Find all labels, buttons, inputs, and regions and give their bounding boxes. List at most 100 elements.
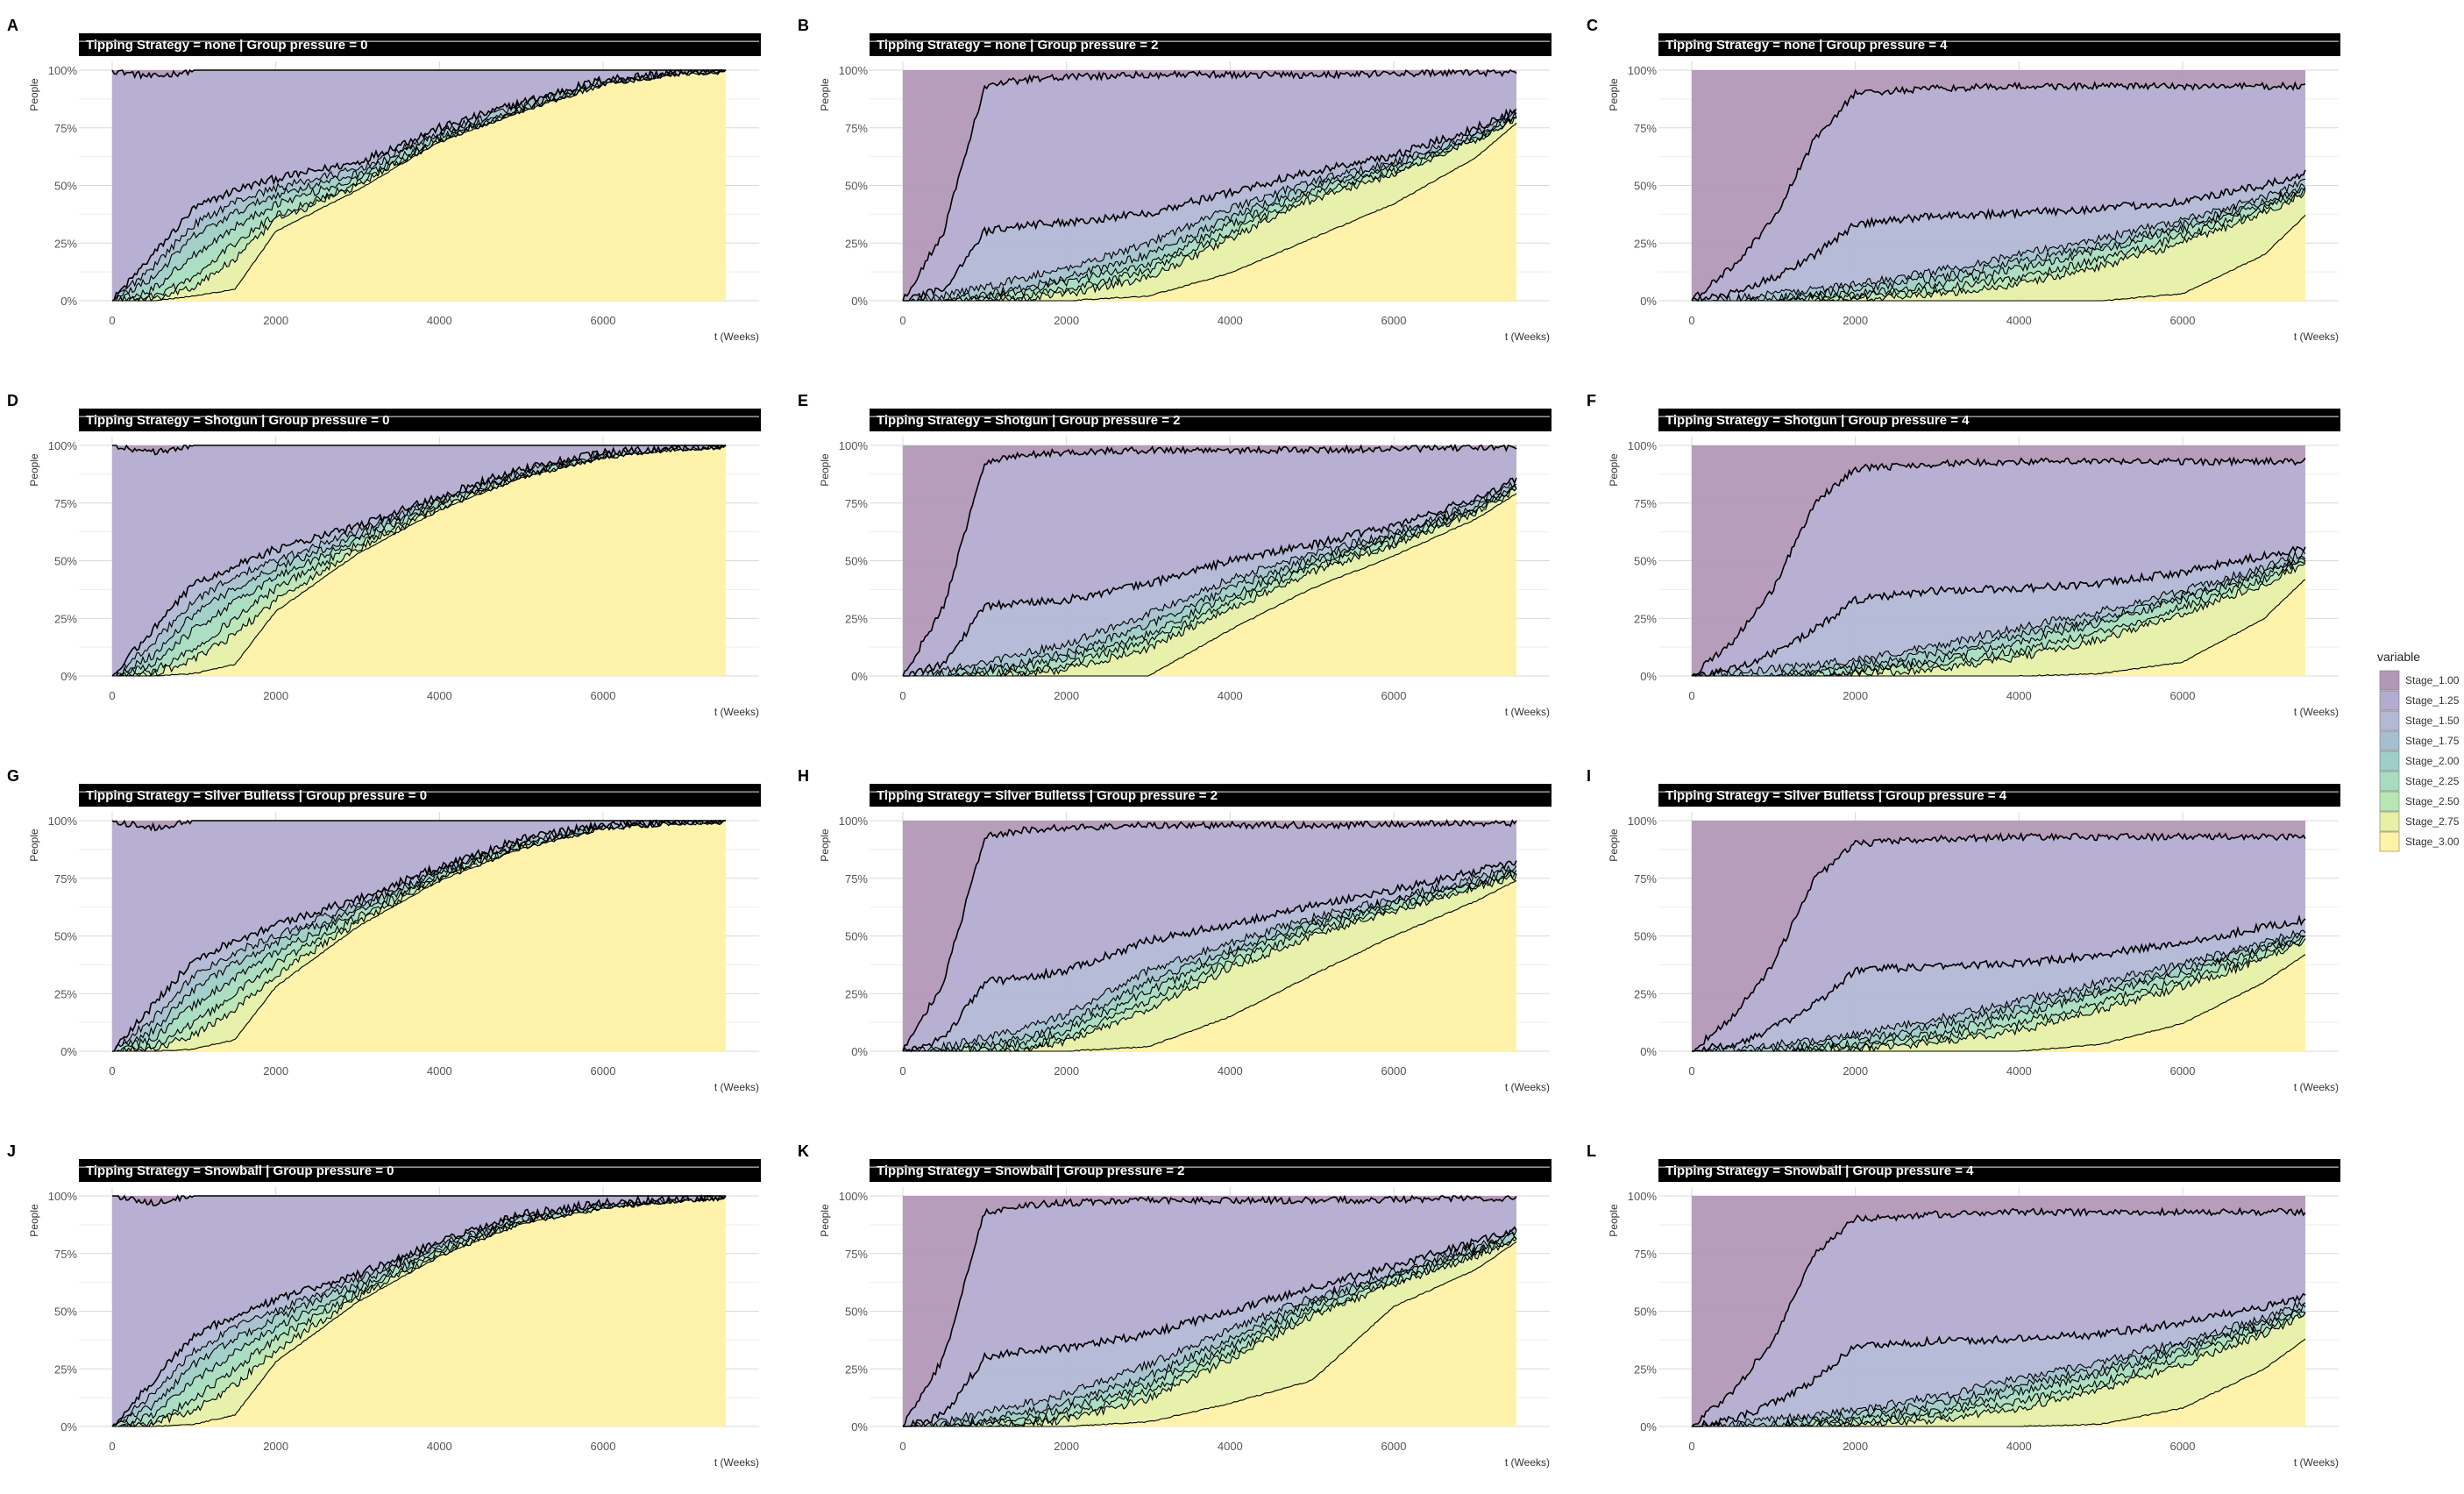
boundary-line: [1692, 178, 2306, 302]
x-axis-label: t (Weeks): [714, 706, 759, 718]
boundary-line: [1692, 936, 2306, 1052]
boundary-line: [111, 68, 726, 81]
panel-strip: [1658, 784, 2340, 807]
x-tick-label: 0: [899, 689, 905, 702]
y-tick-label: 100%: [1628, 64, 1658, 77]
panel-strip: [1658, 33, 2340, 56]
panel-title: Tipping Strategy = Shotgun | Group press…: [877, 413, 1180, 428]
x-tick-label: 2000: [1054, 1440, 1079, 1453]
panel-title: Tipping Strategy = none | Group pressure…: [1665, 38, 1948, 53]
area-stage: [112, 70, 726, 301]
y-tick-label: 50%: [1634, 1305, 1657, 1319]
panel-strip: [1658, 1159, 2340, 1182]
x-tick-label: 6000: [2170, 1064, 2196, 1078]
y-tick-label: 75%: [54, 497, 77, 510]
y-tick-label: 0%: [60, 295, 77, 308]
panel-strip: [870, 33, 1552, 56]
x-tick-label: 4000: [427, 1064, 452, 1078]
area-stage: [1692, 821, 2305, 1051]
boundary-line: [903, 109, 1517, 302]
area-stage: [112, 821, 726, 1051]
x-tick-label: 4000: [2006, 314, 2032, 327]
boundary-line: [112, 1194, 726, 1206]
panel-letter: H: [798, 767, 809, 785]
y-tick-label: 25%: [1634, 987, 1657, 1000]
x-axis-label: t (Weeks): [1505, 706, 1550, 718]
y-tick-label: 50%: [54, 930, 77, 943]
area-stage: [903, 821, 1516, 1051]
area-stage: [1692, 546, 2305, 676]
boundary-line: [903, 117, 1517, 302]
area-stage: [903, 123, 1516, 301]
boundary-line: [903, 477, 1517, 677]
y-tick-label: 0%: [60, 1420, 77, 1434]
y-tick-label: 50%: [845, 1305, 868, 1319]
area-stage: [903, 872, 1516, 1051]
x-tick-label: 2000: [1843, 1064, 1868, 1078]
boundary-line: [1691, 1206, 2306, 1427]
boundary-line: [903, 493, 1517, 677]
x-tick-label: 2000: [263, 1064, 288, 1078]
y-tick-label: 0%: [851, 295, 868, 308]
y-tick-label: 50%: [54, 180, 77, 193]
area-stage: [1692, 215, 2305, 301]
area-stage: [112, 445, 726, 676]
boundary-line: [903, 481, 1517, 677]
y-tick-label: 0%: [1640, 670, 1657, 683]
boundary-line: [1691, 169, 2306, 302]
y-axis-label: People: [28, 829, 40, 862]
area-stage: [903, 1227, 1516, 1426]
x-tick-label: 4000: [1218, 1440, 1243, 1453]
x-axis-label: t (Weeks): [1505, 331, 1550, 343]
legend-swatch: [2379, 730, 2400, 751]
y-axis-label: People: [819, 829, 831, 862]
panel-letter: G: [7, 767, 19, 785]
area-stage: [903, 488, 1516, 676]
boundary-line: [112, 1195, 727, 1427]
legend-item-label: Stage_2.75: [2405, 815, 2460, 828]
x-tick-label: 0: [109, 1440, 115, 1453]
area-stage: [903, 70, 1516, 301]
y-tick-label: 75%: [845, 1248, 868, 1261]
area-stage: [1692, 1339, 2305, 1426]
panel-title: Tipping Strategy = Silver Bulletss | Gro…: [1665, 788, 2007, 803]
x-tick-label: 2000: [1054, 314, 1079, 327]
y-tick-label: 25%: [54, 1362, 77, 1376]
y-tick-label: 25%: [54, 237, 77, 250]
y-tick-label: 50%: [1634, 180, 1657, 193]
x-axis-label: t (Weeks): [2294, 1081, 2339, 1093]
y-tick-label: 100%: [1628, 439, 1658, 452]
y-axis-label: People: [819, 1204, 831, 1237]
y-axis-label: People: [28, 453, 40, 487]
x-tick-label: 0: [899, 1440, 905, 1453]
x-tick-label: 4000: [1218, 689, 1243, 702]
x-axis-label: t (Weeks): [2294, 1456, 2339, 1469]
x-tick-label: 2000: [1054, 689, 1079, 702]
y-tick-label: 0%: [851, 1045, 868, 1058]
x-axis-label: t (Weeks): [714, 1456, 759, 1469]
panel-l: L Tipping Strategy = Snowball | Group pre…: [1587, 1142, 2340, 1469]
boundary-line: [1692, 558, 2306, 677]
legend-item-label: Stage_1.25: [2405, 694, 2460, 707]
area-stage: [1692, 458, 2305, 676]
panel-title: Tipping Strategy = Silver Bulletss | Gro…: [86, 788, 427, 803]
panel-strip: [79, 784, 761, 807]
area-stage: [112, 821, 726, 831]
y-tick-label: 25%: [1634, 237, 1657, 250]
boundary-line: [1691, 81, 2306, 302]
boundary-line: [1692, 189, 2306, 302]
boundary-line: [1692, 579, 2306, 677]
panel-strip: [79, 1159, 761, 1182]
y-tick-label: 25%: [845, 237, 868, 250]
panel-title: Tipping Strategy = Snowball | Group pres…: [1665, 1163, 1974, 1178]
boundary-line: [112, 820, 726, 1052]
panel-i: I Tipping Strategy = Silver Bulletss | Gr…: [1587, 767, 2340, 1093]
panel-title: Tipping Strategy = Snowball | Group pres…: [86, 1163, 394, 1178]
area-stage: [903, 493, 1516, 676]
x-tick-label: 0: [899, 314, 905, 327]
legend-item-label: Stage_1.75: [2405, 735, 2460, 747]
x-tick-label: 6000: [1381, 314, 1407, 327]
x-tick-label: 6000: [1381, 1064, 1407, 1078]
x-tick-label: 2000: [1054, 1064, 1079, 1078]
y-tick-label: 0%: [851, 1420, 868, 1434]
